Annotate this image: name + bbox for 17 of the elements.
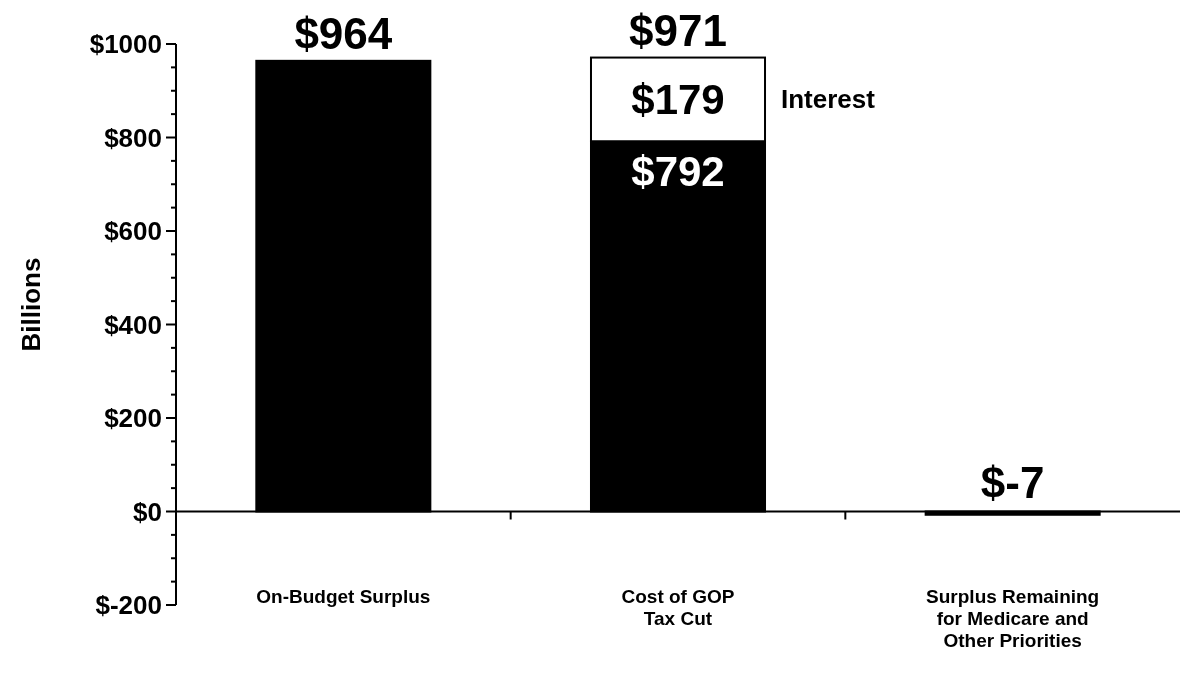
y-tick-label: $1000 bbox=[89, 29, 162, 60]
y-tick-label: $400 bbox=[104, 309, 162, 340]
total-label: $964 bbox=[294, 8, 393, 58]
y-tick-label: $0 bbox=[133, 496, 162, 527]
y-axis-title: Billions bbox=[16, 257, 46, 352]
data-label: $179 bbox=[631, 76, 725, 124]
x-tick-label: On-Budget Surplus bbox=[256, 586, 431, 607]
x-tick-label: Cost of GOP Tax Cut bbox=[621, 586, 735, 629]
series-label: Interest bbox=[781, 84, 876, 115]
y-tick-label: $-200 bbox=[95, 590, 162, 621]
y-tick-label: $600 bbox=[104, 216, 162, 247]
total-label: $971 bbox=[629, 5, 727, 55]
y-tick-label: $200 bbox=[104, 403, 162, 434]
x-tick-label: Surplus Remaining for Medicare and Other Priorities bbox=[926, 586, 1100, 651]
y-tick-label: $800 bbox=[104, 122, 162, 153]
data-label: $792 bbox=[631, 147, 725, 195]
total-label: $-7 bbox=[980, 457, 1045, 507]
